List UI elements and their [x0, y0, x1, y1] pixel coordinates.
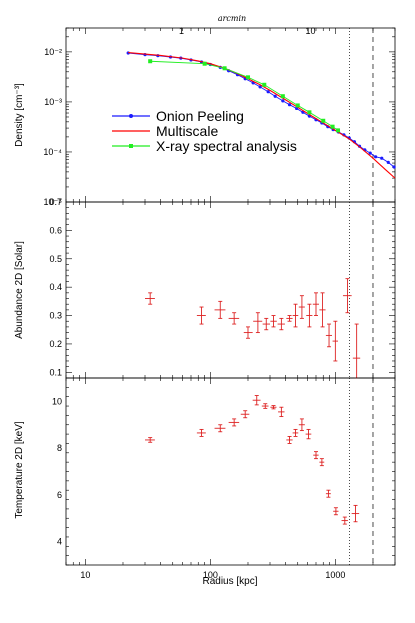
y-tick-label: 10⁻⁴	[43, 147, 62, 157]
density-y-label: Density [cm⁻³]	[14, 83, 25, 147]
onion-point	[281, 99, 285, 103]
legend-marker-xray	[129, 144, 133, 148]
plot-frame	[65, 201, 396, 379]
top-axis-label: arcmin	[218, 14, 246, 23]
abundance-panel: 0.1 0.2 0.3 0.4 0.5 0.6 0.7	[49, 197, 396, 379]
xray-point	[148, 59, 153, 64]
x-axis-label: Radius [kpc]	[202, 576, 257, 587]
onion-point	[287, 103, 292, 107]
xray-point	[245, 75, 250, 80]
xray-point	[321, 118, 326, 123]
y-tick-label: 0.3	[49, 311, 62, 321]
y-tick-label: 0.4	[49, 282, 62, 292]
onion-point	[258, 85, 262, 89]
y-tick-label: 0.1	[49, 367, 62, 377]
onion-point	[266, 90, 270, 94]
legend-entry-xray: X-ray spectral analysis	[156, 138, 297, 154]
y-tick-label: 4	[57, 537, 62, 547]
x-tick-label: 1000	[325, 570, 345, 580]
top-axis-tick-label: 10	[305, 26, 315, 36]
legend: Onion Peeling Multiscale X-ray spectral …	[112, 108, 297, 154]
xray-point	[330, 124, 335, 129]
onion-point	[368, 151, 372, 155]
y-tick-label: 10⁻⁵	[44, 197, 63, 207]
density-panel: 10⁻⁵ 10⁻⁴ 10⁻³ 10⁻² 1 10	[43, 26, 396, 207]
plot-frame	[65, 377, 396, 566]
onion-point	[392, 165, 396, 169]
legend-marker-onion	[129, 114, 133, 118]
y-tick-label: 0.5	[49, 254, 62, 264]
xray-point	[280, 94, 285, 99]
onion-point	[380, 156, 384, 160]
x-tick-label: 10	[80, 570, 90, 580]
y-tick-label: 10⁻³	[44, 97, 62, 107]
xray-point	[262, 82, 267, 87]
series-line-1	[128, 51, 396, 179]
xray-point	[222, 66, 227, 71]
y-tick-label: 0.7	[49, 197, 62, 207]
y-tick-label: 10⁻²	[44, 47, 62, 57]
onion-point	[374, 155, 378, 159]
onion-point	[386, 160, 390, 164]
x-tick-label: 100	[203, 570, 218, 580]
onion-point	[273, 94, 277, 98]
xray-point	[295, 103, 300, 108]
legend-entry-multiscale: Multiscale	[156, 123, 218, 139]
xray-point	[336, 128, 341, 133]
temperature-panel: 4 6 8 10 10 100 1000	[52, 377, 396, 580]
temperature-y-label: Temperature 2D [keV]	[14, 421, 25, 518]
top-axis-tick-label: 1	[179, 26, 184, 36]
y-tick-label: 0.2	[49, 339, 62, 349]
y-tick-label: 10	[52, 396, 62, 406]
legend-entry-onion: Onion Peeling	[156, 108, 244, 124]
xray-point	[202, 61, 207, 66]
y-tick-label: 8	[57, 443, 62, 453]
y-tick-label: 6	[57, 490, 62, 500]
abundance-y-label: Abundance 2D [Solar]	[14, 241, 25, 339]
xray-point	[307, 110, 312, 115]
y-tick-label: 0.6	[49, 225, 62, 235]
